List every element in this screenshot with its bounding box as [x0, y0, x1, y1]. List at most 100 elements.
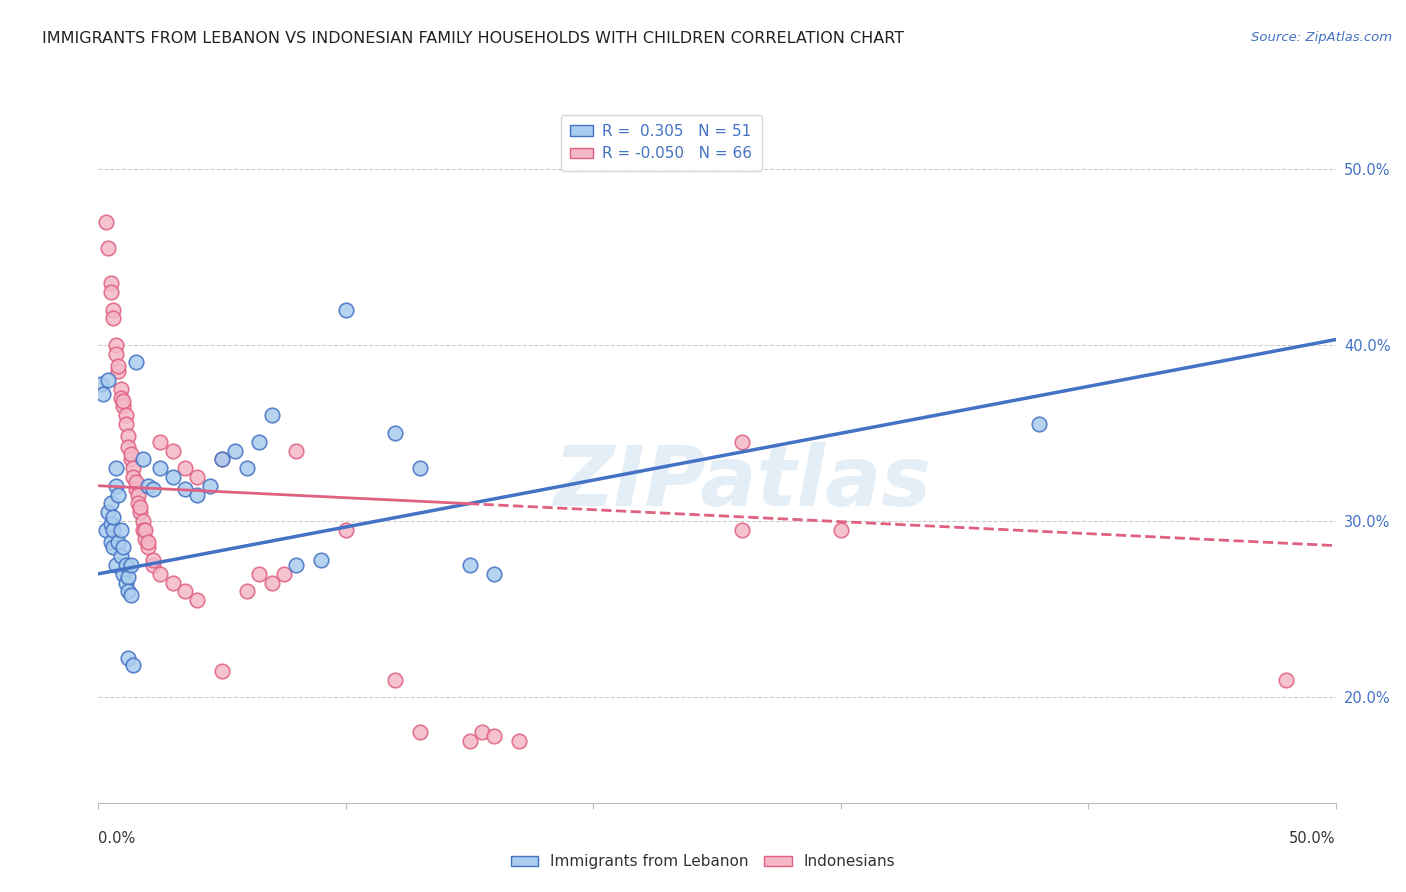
Point [174, 461, 197, 475]
Point [124, 483, 146, 497]
Point [94, 214, 117, 228]
Point [508, 734, 530, 748]
Point [120, 452, 142, 467]
Point [124, 355, 146, 369]
Point [117, 651, 139, 665]
Point [134, 532, 156, 546]
Point [211, 664, 233, 678]
Point [830, 523, 852, 537]
Point [120, 447, 142, 461]
Point [107, 535, 129, 549]
Point [129, 500, 152, 514]
Point [335, 302, 357, 317]
Point [309, 552, 332, 566]
Point [100, 285, 122, 299]
Point [114, 409, 136, 423]
Point [117, 440, 139, 454]
Point [384, 425, 406, 440]
Point [112, 394, 135, 409]
Point [136, 541, 159, 555]
Point [409, 725, 432, 739]
Point [112, 541, 135, 555]
Point [236, 461, 259, 475]
Point [211, 452, 233, 467]
Point [142, 552, 165, 566]
Point [103, 523, 125, 537]
Point [122, 658, 145, 673]
Point [104, 338, 127, 352]
Point [285, 558, 308, 572]
Text: IMMIGRANTS FROM LEBANON VS INDONESIAN FAMILY HOUSEHOLDS WITH CHILDREN CORRELATIO: IMMIGRANTS FROM LEBANON VS INDONESIAN FA… [42, 31, 904, 46]
Point [136, 479, 159, 493]
Point [174, 584, 197, 599]
Point [260, 409, 283, 423]
Point [247, 434, 270, 449]
Point [110, 523, 132, 537]
Point [112, 400, 135, 414]
Point [149, 434, 172, 449]
Point [103, 311, 125, 326]
Point [97, 241, 120, 255]
Point [107, 364, 129, 378]
Point [100, 517, 122, 532]
Point [104, 558, 127, 572]
Text: ZIPatlas: ZIPatlas [553, 442, 931, 524]
Point [103, 302, 125, 317]
Point [134, 523, 156, 537]
Point [458, 734, 481, 748]
Point [132, 523, 155, 537]
Point [162, 470, 184, 484]
Point [484, 729, 506, 743]
Point [136, 535, 159, 549]
Point [236, 584, 259, 599]
Point [120, 588, 142, 602]
Point [110, 549, 132, 564]
Point [117, 429, 139, 443]
Point [198, 479, 221, 493]
Point [104, 479, 127, 493]
Point [104, 461, 127, 475]
Point [100, 276, 122, 290]
Point [117, 584, 139, 599]
Point [122, 461, 145, 475]
Point [285, 443, 308, 458]
Point [117, 570, 139, 584]
Point [103, 541, 125, 555]
Point [186, 593, 208, 607]
Point [247, 566, 270, 581]
Point [110, 391, 132, 405]
Point [142, 483, 165, 497]
Point [127, 496, 149, 510]
Point [122, 470, 145, 484]
Point [471, 725, 494, 739]
Point [104, 346, 127, 360]
Point [458, 558, 481, 572]
Text: Source: ZipAtlas.com: Source: ZipAtlas.com [1251, 31, 1392, 45]
Point [112, 566, 135, 581]
Point [97, 505, 120, 519]
Point [107, 359, 129, 373]
Point [1028, 417, 1050, 431]
Point [110, 382, 132, 396]
Point [149, 566, 172, 581]
Point [100, 535, 122, 549]
Point [120, 558, 142, 572]
Point [132, 514, 155, 528]
Point [162, 443, 184, 458]
Point [731, 434, 754, 449]
Point [129, 505, 152, 519]
Point [260, 575, 283, 590]
Point [384, 673, 406, 687]
Point [149, 461, 172, 475]
Legend: Immigrants from Lebanon, Indonesians: Immigrants from Lebanon, Indonesians [505, 848, 901, 875]
Point [731, 523, 754, 537]
Point [142, 558, 165, 572]
Point [90, 376, 112, 391]
Point [132, 452, 155, 467]
Point [484, 566, 506, 581]
Point [114, 575, 136, 590]
Point [94, 523, 117, 537]
Point [103, 510, 125, 524]
Legend: R =  0.305   N = 51, R = -0.050   N = 66: R = 0.305 N = 51, R = -0.050 N = 66 [561, 115, 762, 170]
Text: 0.0%: 0.0% [98, 831, 135, 846]
